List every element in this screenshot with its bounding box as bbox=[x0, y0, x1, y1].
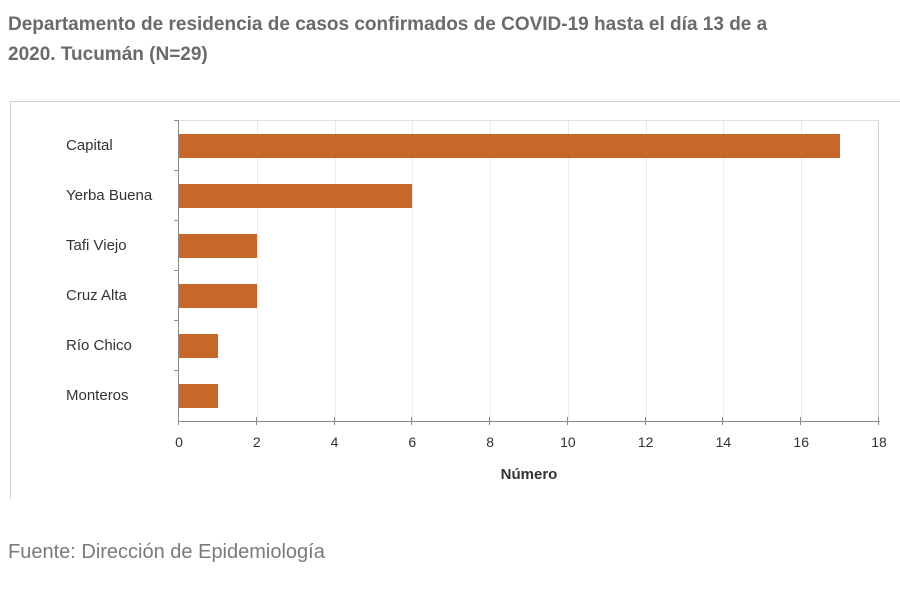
x-tick-label: 2 bbox=[252, 434, 261, 450]
x-axis bbox=[178, 421, 880, 422]
x-tick-mark bbox=[644, 417, 646, 425]
bar-tafi-viejo bbox=[179, 234, 257, 258]
plot-area bbox=[179, 120, 879, 421]
y-tick-mark bbox=[174, 220, 178, 221]
bar-yerba-buena bbox=[179, 184, 413, 208]
y-tick-mark bbox=[174, 270, 178, 271]
category-label: Capital bbox=[66, 137, 113, 154]
x-tick-mark bbox=[178, 417, 179, 425]
y-tick-mark bbox=[174, 320, 178, 321]
x-tick-mark bbox=[722, 417, 724, 425]
x-tick-label: 8 bbox=[486, 434, 494, 450]
gridline bbox=[256, 121, 258, 421]
x-tick-label: 16 bbox=[793, 434, 809, 450]
source-note: Fuente: Dirección de Epidemiología bbox=[8, 541, 325, 563]
y-tick-mark bbox=[174, 120, 178, 121]
x-tick-label: 18 bbox=[871, 434, 887, 450]
y-axis bbox=[178, 120, 179, 422]
bar-capital bbox=[179, 134, 841, 158]
x-tick-mark bbox=[800, 417, 802, 425]
category-label: Yerba Buena bbox=[66, 187, 153, 204]
x-tick-label: 14 bbox=[715, 434, 732, 450]
y-tick-mark bbox=[174, 370, 178, 371]
x-tick-label: 4 bbox=[330, 434, 339, 450]
y-tick-mark bbox=[174, 170, 178, 171]
x-tick-mark bbox=[333, 417, 335, 425]
gridline bbox=[490, 121, 492, 421]
category-label: Río Chico bbox=[66, 337, 132, 354]
x-axis-label: Número bbox=[500, 466, 558, 483]
bar-r-o-chico bbox=[179, 334, 218, 358]
gridline bbox=[412, 121, 414, 421]
bar-monteros bbox=[179, 384, 218, 408]
x-tick-mark bbox=[255, 417, 257, 425]
gridline bbox=[801, 121, 803, 421]
category-label: Monteros bbox=[66, 387, 129, 404]
chart-frame bbox=[10, 101, 900, 499]
chart-title: Departamento de residencia de casos conf… bbox=[8, 10, 900, 70]
title-line-1: Departamento de residencia de casos conf… bbox=[8, 14, 768, 35]
x-tick-label: 10 bbox=[560, 434, 576, 450]
category-label: Tafi Viejo bbox=[66, 237, 127, 254]
title-line-2: 2020. Tucumán (N=29) bbox=[8, 44, 208, 65]
category-label: Cruz Alta bbox=[66, 287, 127, 304]
gridline bbox=[567, 121, 569, 421]
x-tick-mark bbox=[878, 417, 879, 425]
gridline bbox=[723, 121, 725, 421]
bar-cruz-alta bbox=[179, 284, 257, 308]
x-tick-label: 0 bbox=[175, 434, 183, 450]
x-tick-mark bbox=[411, 417, 413, 425]
x-tick-label: 6 bbox=[408, 434, 417, 450]
gridline bbox=[334, 121, 336, 421]
gridline bbox=[645, 121, 647, 421]
x-tick-label: 12 bbox=[637, 434, 654, 450]
x-tick-mark bbox=[489, 417, 491, 425]
x-tick-mark bbox=[566, 417, 568, 425]
